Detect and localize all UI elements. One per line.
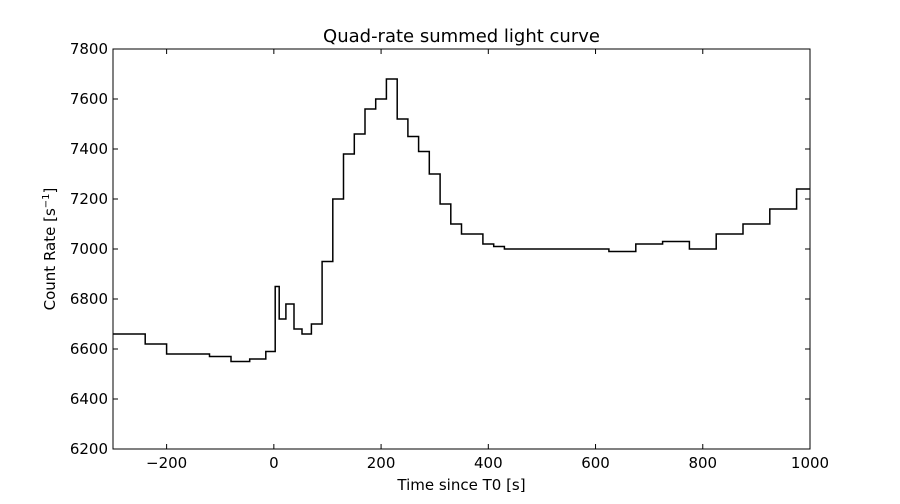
series-line [113, 78, 810, 363]
x-tick-label: 400 [474, 454, 503, 472]
y-tick-label: 7800 [70, 40, 108, 58]
x-tick-label: 800 [688, 454, 717, 472]
x-tick-label: 200 [367, 454, 396, 472]
y-tick-label: 7000 [70, 240, 108, 258]
y-axis-label-superscript: −1 [41, 193, 52, 208]
y-tick-label: 6400 [70, 390, 108, 408]
y-axis-label-close: ] [41, 188, 59, 194]
ticks-layer: −200 0 200 400 600 800 1000 6200 6400 6600 6800 700… [70, 40, 829, 472]
y-tick-label: 7600 [70, 90, 108, 108]
x-tick-label: 0 [269, 454, 279, 472]
x-axis-label: Time since T0 [s] [396, 476, 525, 494]
y-tick-label: 6800 [70, 290, 108, 308]
series-layer [113, 78, 810, 363]
x-tick-label: 600 [581, 454, 610, 472]
y-tick-label: 6200 [70, 440, 108, 458]
chart-title: Quad-rate summed light curve [323, 26, 600, 47]
x-tick-label: −200 [146, 454, 187, 472]
y-tick-label: 7200 [70, 190, 108, 208]
y-axis-label: Count Rate [s−1] [41, 188, 59, 311]
y-axis-label-main: Count Rate [s [41, 208, 59, 310]
y-tick-label: 6600 [70, 340, 108, 358]
x-tick-label: 1000 [791, 454, 829, 472]
y-tick-label: 7400 [70, 140, 108, 158]
